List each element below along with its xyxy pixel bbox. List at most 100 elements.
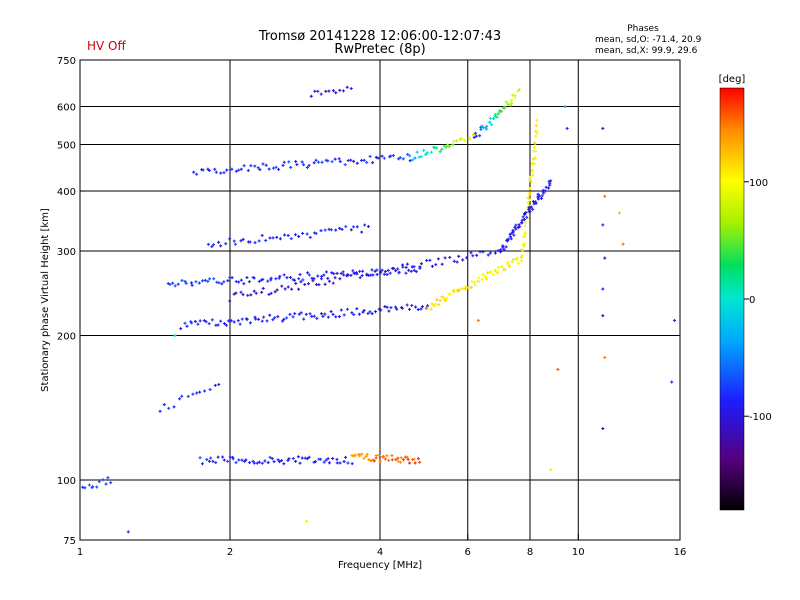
echo-point xyxy=(389,154,393,158)
echo-point xyxy=(330,271,334,275)
echo-point xyxy=(429,307,433,311)
echo-point xyxy=(190,321,194,325)
echo-point xyxy=(335,271,339,275)
echo-point xyxy=(387,309,391,313)
echo-point xyxy=(516,89,520,93)
echo-point xyxy=(206,242,210,246)
echo-point xyxy=(226,279,230,283)
echo-point xyxy=(294,160,298,164)
echo-point xyxy=(539,196,543,200)
echo-point xyxy=(236,319,240,323)
echo-point xyxy=(486,253,490,257)
echo-point xyxy=(412,268,416,272)
echo-point xyxy=(290,287,294,291)
echo-point xyxy=(535,118,539,122)
echo-point xyxy=(476,318,480,322)
echo-point xyxy=(342,273,346,277)
echo-point xyxy=(183,279,187,283)
echo-point xyxy=(337,157,341,161)
echo-point xyxy=(528,187,532,191)
echo-point xyxy=(420,305,424,309)
echo-point xyxy=(228,168,232,172)
echo-point xyxy=(534,134,538,138)
echo-point xyxy=(316,89,320,93)
echo-point xyxy=(510,260,514,264)
stats-o-mode: mean, sd,O: -71.4, 20.9 xyxy=(595,35,702,45)
echo-point xyxy=(531,207,535,211)
echo-point xyxy=(171,281,175,285)
echo-point xyxy=(434,302,438,306)
echo-point xyxy=(334,91,338,95)
echo-point xyxy=(286,458,290,462)
echo-point xyxy=(418,460,422,464)
echo-point xyxy=(168,282,172,286)
echo-point xyxy=(390,453,394,457)
echo-point xyxy=(603,256,607,260)
echo-point xyxy=(253,164,257,168)
echo-point xyxy=(397,271,401,275)
echo-point xyxy=(350,311,354,315)
echo-point xyxy=(410,303,414,307)
echo-point xyxy=(329,228,333,232)
echo-point xyxy=(533,156,537,160)
echo-point xyxy=(299,311,303,315)
echo-point xyxy=(294,233,298,237)
echo-point xyxy=(297,277,301,281)
echo-point xyxy=(495,115,499,119)
echo-point xyxy=(196,322,200,326)
echo-point xyxy=(183,321,187,325)
echo-point xyxy=(496,266,500,270)
echo-point xyxy=(329,310,333,314)
hv-status: HV Off xyxy=(87,39,126,53)
echo-point xyxy=(232,239,236,243)
echo-point xyxy=(385,454,389,458)
echo-point xyxy=(601,223,605,227)
echo-point xyxy=(278,274,282,278)
echo-point xyxy=(208,277,212,281)
echo-point xyxy=(520,254,524,258)
echo-point xyxy=(509,237,513,241)
echo-point xyxy=(525,215,529,219)
echo-point xyxy=(355,161,359,165)
echo-point xyxy=(337,315,341,319)
echo-point xyxy=(291,315,295,319)
echo-point xyxy=(323,282,327,286)
echo-point xyxy=(260,290,264,294)
echo-point xyxy=(349,228,353,232)
echo-point xyxy=(203,389,207,393)
echo-point xyxy=(294,459,298,463)
echo-point xyxy=(217,281,221,285)
echo-point xyxy=(425,258,429,262)
echo-point xyxy=(422,148,426,152)
echo-point xyxy=(414,305,418,309)
echo-point xyxy=(405,262,409,266)
echo-point xyxy=(362,308,366,312)
echo-point xyxy=(83,486,87,490)
echo-point xyxy=(529,180,533,184)
echo-point xyxy=(260,233,264,237)
echo-point xyxy=(496,112,500,116)
echo-point xyxy=(499,109,503,113)
echo-point xyxy=(346,461,350,465)
echo-point xyxy=(411,158,415,162)
echo-point xyxy=(368,310,372,314)
echo-point xyxy=(190,283,194,287)
echo-point xyxy=(217,383,221,387)
echo-point xyxy=(257,317,261,321)
echo-point xyxy=(538,194,542,198)
echo-point xyxy=(283,233,287,237)
echo-point xyxy=(353,271,357,275)
echo-point xyxy=(425,151,429,155)
echo-point xyxy=(270,457,274,461)
echo-point xyxy=(252,461,256,465)
echo-point xyxy=(670,380,674,384)
echo-point xyxy=(221,455,225,459)
echo-point xyxy=(213,383,217,387)
echo-point xyxy=(319,312,323,316)
echo-point xyxy=(216,455,220,459)
echo-point xyxy=(313,231,317,235)
echo-point xyxy=(285,316,289,320)
echo-point xyxy=(549,468,553,472)
echo-point xyxy=(418,265,422,269)
echo-point xyxy=(233,242,237,246)
